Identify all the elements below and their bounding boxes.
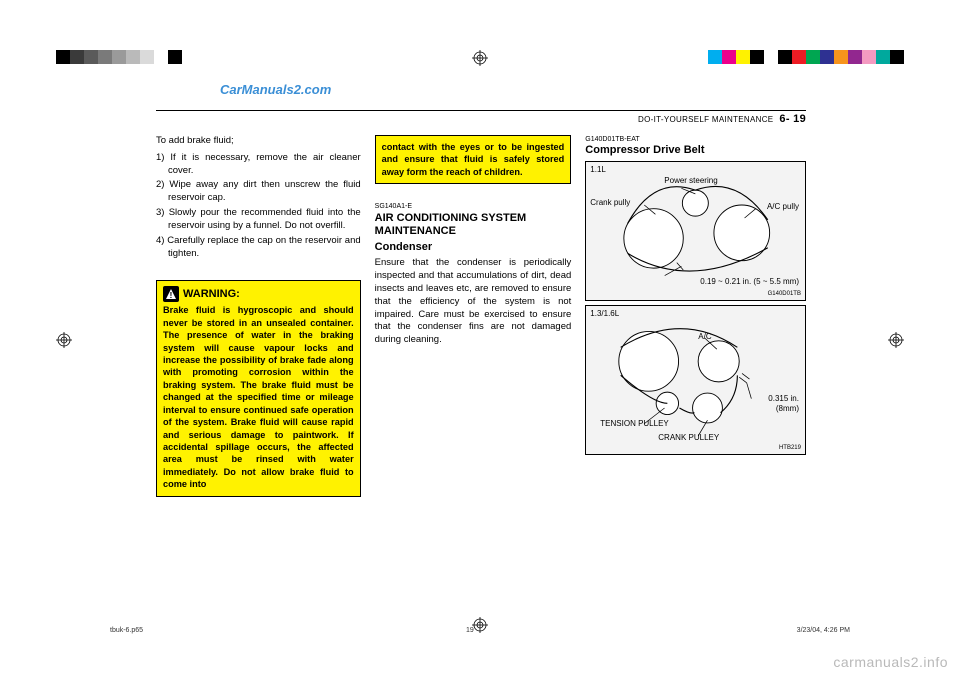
belt-spec: 0.19 ~ 0.21 in. (5 ~ 5.5 mm) — [616, 277, 799, 288]
label-crank-pulley: Crank pully — [590, 198, 630, 209]
step-4: 4) Carefully replace the cap on the rese… — [156, 235, 361, 261]
watermark: carmanuals2.info — [833, 654, 948, 670]
intro-text: To add brake fluid; — [156, 135, 361, 148]
section-title: AIR CONDITIONING SYSTEM MAINTENANCE — [375, 212, 572, 238]
step-1: 1) If it is necessary, remove the air cl… — [156, 152, 361, 178]
section-title: Compressor Drive Belt — [585, 144, 806, 157]
warning-icon: ! — [163, 286, 179, 302]
site-link: CarManuals2.com — [220, 82, 331, 97]
warning-body: Brake fluid is hygroscopic and should ne… — [163, 305, 354, 489]
column-1: To add brake fluid; 1) If it is necessar… — [156, 135, 361, 497]
page-number: 6- 19 — [779, 113, 806, 125]
figure-caption: HTB219 — [779, 444, 801, 452]
label-crank-pulley: CRANK PULLEY — [658, 433, 719, 444]
label-ac: A/C — [698, 332, 711, 343]
engine-label: 1.1L — [590, 165, 606, 176]
svg-text:!: ! — [170, 291, 173, 300]
column-2: contact with the eyes or to be ingested … — [375, 135, 572, 497]
section-id: SG140A1-E — [375, 202, 572, 211]
registration-target-icon — [472, 617, 488, 638]
grayscale-bar — [56, 50, 196, 64]
page-content: DO-IT-YOURSELF MAINTENANCE 6- 19 To add … — [156, 110, 806, 600]
footer-date: 3/23/04, 4:26 PM — [797, 627, 850, 634]
step-3: 3) Slowly pour the recommended fluid int… — [156, 207, 361, 233]
figure-belt-1-1l: 1.1L Power steering Crank pully A/C pull… — [585, 161, 806, 301]
registration-target-icon — [472, 50, 488, 71]
step-2: 2) Wipe away any dirt then unscrew the f… — [156, 179, 361, 205]
registration-target-icon — [888, 332, 904, 348]
column-3: G140D01TB-EAT Compressor Drive Belt 1.1L… — [585, 135, 806, 497]
footer-file: tbuk-6.p65 — [110, 627, 143, 634]
section-name: DO-IT-YOURSELF MAINTENANCE — [638, 115, 773, 124]
warning-continued-text: contact with the eyes or to be ingested … — [382, 142, 565, 177]
warning-box-continued: contact with the eyes or to be ingested … — [375, 135, 572, 184]
figure-caption: G140D01TB — [768, 290, 801, 298]
label-power-steering: Power steering — [664, 176, 717, 187]
section-id: G140D01TB-EAT — [585, 135, 806, 144]
page-header: DO-IT-YOURSELF MAINTENANCE 6- 19 — [156, 113, 806, 125]
warning-box: ! WARNING: Brake fluid is hygroscopic an… — [156, 280, 361, 496]
figure-belt-1-3l: 1.3/1.6L A/C TENSION PULLEY CRANK PULLEY… — [585, 305, 806, 455]
color-bar — [708, 50, 904, 64]
registration-target-icon — [56, 332, 72, 348]
warning-label: WARNING: — [183, 287, 240, 302]
section-subtitle: Condenser — [375, 241, 572, 254]
label-ac-pulley: A/C pully — [767, 202, 799, 213]
engine-label: 1.3/1.6L — [590, 309, 619, 320]
label-tension-pulley: TENSION PULLEY — [600, 419, 668, 430]
condenser-body: Ensure that the condenser is periodicall… — [375, 257, 572, 347]
belt-spec-2: (8mm) — [776, 404, 799, 415]
